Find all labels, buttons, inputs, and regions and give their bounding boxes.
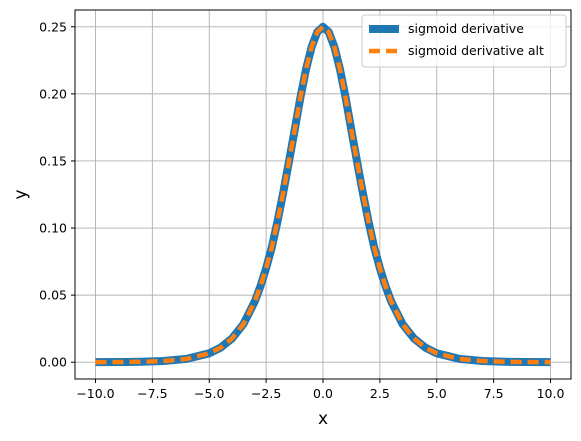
y-tick-label: 0.15 <box>39 153 67 168</box>
axis-ticks: −10.0 −7.5 −5.0 −2.5 0.0 2.5 5.0 7.5 10.0 0.00 0.0… <box>39 19 564 401</box>
x-tick-label: 7.5 <box>484 386 504 401</box>
y-tick-label: 0.00 <box>39 355 67 370</box>
x-tick-label: 10.0 <box>537 386 565 401</box>
x-tick-label: −5.0 <box>194 386 224 401</box>
x-tick-label: −10.0 <box>76 386 114 401</box>
y-axis-label: y <box>11 189 31 199</box>
series-line-sigmoid-derivative-alt <box>95 24 551 365</box>
x-tick-label: −7.5 <box>137 386 167 401</box>
legend: sigmoid derivative sigmoid derivative al… <box>361 14 567 68</box>
y-tick-label: 0.10 <box>39 221 67 236</box>
series-lines <box>95 22 551 367</box>
x-tick-label: 5.0 <box>427 386 447 401</box>
y-tick-label: 0.05 <box>39 288 67 303</box>
legend-box <box>361 14 567 68</box>
y-tick-label: 0.20 <box>39 86 67 101</box>
x-tick-label: −2.5 <box>251 386 281 401</box>
x-axis-label: x <box>318 409 328 429</box>
y-tick-label: 0.25 <box>39 19 67 34</box>
x-tick-label: 2.5 <box>370 386 390 401</box>
x-tick-label: 0.0 <box>313 386 333 401</box>
legend-label-sigmoid-derivative: sigmoid derivative <box>408 21 524 36</box>
legend-label-sigmoid-derivative-alt: sigmoid derivative alt <box>408 43 544 58</box>
